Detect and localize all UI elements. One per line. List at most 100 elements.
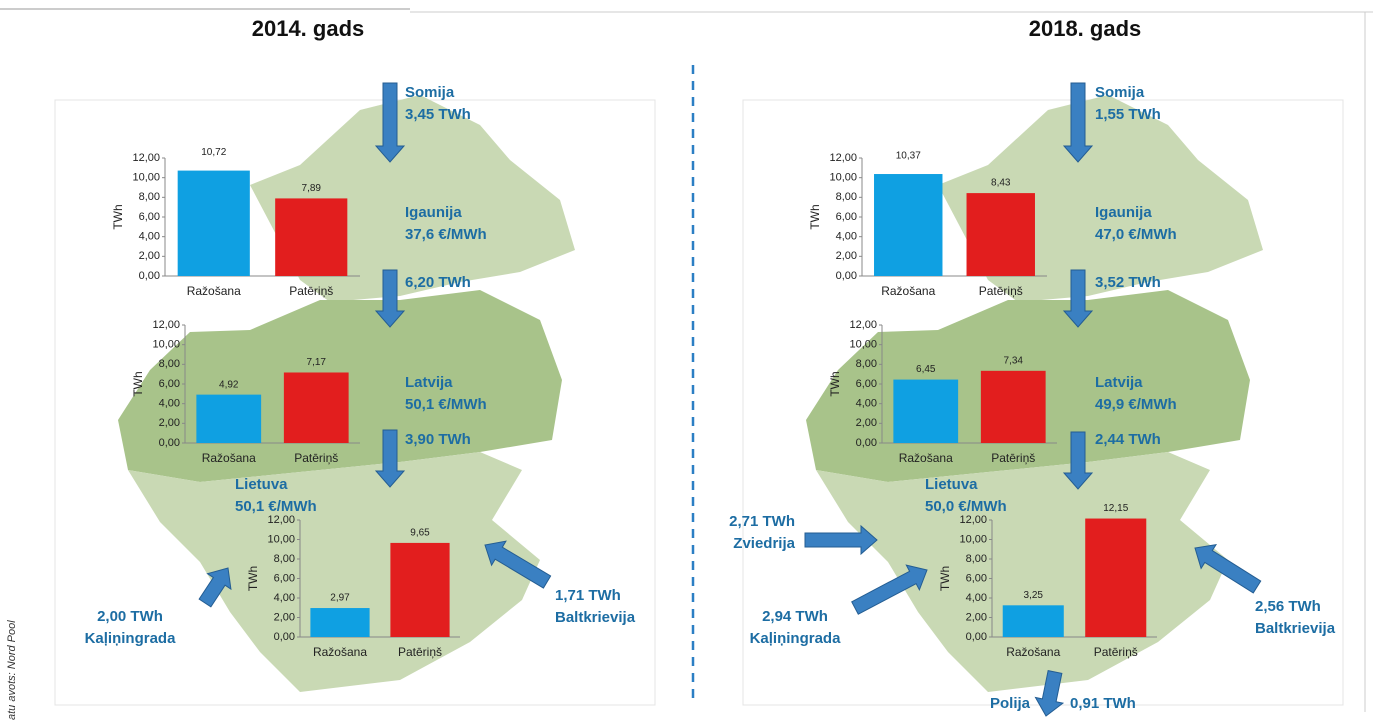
value-label: 6,45 <box>916 364 936 375</box>
y-tick-label: 10,00 <box>829 172 857 184</box>
y-tick-label: 0,00 <box>139 270 160 282</box>
x-tick-label: Patēriņš <box>979 284 1023 298</box>
y-tick-label: 0,00 <box>159 437 180 449</box>
map-label: Somija <box>1095 84 1145 101</box>
y-tick-label: 4,00 <box>139 231 160 243</box>
y-tick-label: 12,00 <box>152 319 180 331</box>
y-tick-label: 10,00 <box>959 533 987 545</box>
y-axis-label: TWh <box>808 204 822 229</box>
x-tick-label: Patēriņš <box>398 645 442 659</box>
map-label: 3,52 TWh <box>1095 274 1161 291</box>
y-tick-label: 2,00 <box>856 417 877 429</box>
y-tick-label: 0,00 <box>856 437 877 449</box>
source: atu avots: Nord Pool <box>6 620 18 720</box>
y-tick-label: 8,00 <box>836 191 857 203</box>
map-label: Igaunija <box>1095 204 1152 221</box>
value-label: 2,97 <box>330 593 350 604</box>
flow-arrow <box>198 567 232 608</box>
map-label: 37,6 €/MWh <box>405 226 487 243</box>
bar <box>275 198 348 276</box>
x-tick-label: Ražošana <box>313 645 367 659</box>
x-tick-label: Ražošana <box>881 284 935 298</box>
map-label: 6,20 TWh <box>405 274 471 291</box>
bar <box>1085 518 1147 637</box>
map-label: 50,0 €/MWh <box>925 498 1007 515</box>
bar <box>196 394 262 443</box>
x-tick-label: Patēriņš <box>294 451 338 465</box>
x-tick-label: Patēriņš <box>1094 645 1138 659</box>
value-label: 7,17 <box>307 357 327 368</box>
y-tick-label: 6,00 <box>836 211 857 223</box>
flow-arrow <box>1194 544 1262 594</box>
map-label: 1,55 TWh <box>1095 106 1161 123</box>
flow-arrow <box>1062 269 1094 328</box>
y-tick-label: 6,00 <box>856 378 877 390</box>
y-tick-label: 4,00 <box>856 398 877 410</box>
map-label: Lietuva <box>925 476 978 493</box>
value-label: 4,92 <box>219 379 239 390</box>
map-label: 2,56 TWh <box>1255 598 1321 615</box>
y-tick-label: 12,00 <box>132 152 160 164</box>
x-tick-label: Patēriņš <box>289 284 333 298</box>
map-label: Baltkrievija <box>1255 620 1336 637</box>
y-tick-label: 8,00 <box>966 553 987 565</box>
panel-title: 2014. gads <box>252 16 365 41</box>
map-label: Somija <box>405 84 455 101</box>
bar <box>177 170 250 276</box>
y-axis-label: TWh <box>828 371 842 396</box>
y-tick-label: 6,00 <box>159 378 180 390</box>
y-tick-label: 8,00 <box>139 191 160 203</box>
map-label: 1,71 TWh <box>555 587 621 604</box>
value-label: 3,25 <box>1024 590 1044 601</box>
flow-arrow <box>1034 670 1065 717</box>
bar <box>390 542 450 637</box>
y-tick-label: 2,00 <box>139 250 160 262</box>
map-label: Kaļiņingrada <box>85 630 177 647</box>
y-tick-label: 10,00 <box>152 339 180 351</box>
flow-arrow <box>484 540 552 589</box>
map-label: 50,1 €/MWh <box>405 396 487 413</box>
value-label: 10,72 <box>201 147 226 158</box>
map-label: 2,71 TWh <box>729 513 795 530</box>
map-label: 3,90 TWh <box>405 431 471 448</box>
bar <box>966 193 1035 276</box>
value-label: 12,15 <box>1103 503 1128 514</box>
x-tick-label: Ražošana <box>1006 645 1060 659</box>
flow-arrow <box>374 82 406 163</box>
flow-arrow <box>804 524 878 556</box>
map-label: Kaļiņingrada <box>750 630 842 647</box>
value-label: 10,37 <box>896 151 921 162</box>
y-tick-label: 8,00 <box>274 553 295 565</box>
map-label: 49,9 €/MWh <box>1095 396 1177 413</box>
y-tick-label: 12,00 <box>959 514 987 526</box>
y-tick-label: 6,00 <box>274 572 295 584</box>
bar <box>1002 605 1064 637</box>
y-tick-label: 4,00 <box>836 231 857 243</box>
y-tick-label: 4,00 <box>966 592 987 604</box>
y-tick-label: 12,00 <box>267 514 295 526</box>
map-label: 2,44 TWh <box>1095 431 1161 448</box>
y-tick-label: 2,00 <box>966 611 987 623</box>
flow-arrow <box>851 564 928 615</box>
value-label: 9,65 <box>410 528 430 539</box>
bar <box>283 372 349 443</box>
map-label: 50,1 €/MWh <box>235 498 317 515</box>
value-label: 7,89 <box>302 183 322 194</box>
map-label: 3,45 TWh <box>405 106 471 123</box>
x-tick-label: Ražošana <box>202 451 256 465</box>
map-label: 2,94 TWh <box>762 608 828 625</box>
y-tick-label: 8,00 <box>159 358 180 370</box>
map-label: Latvija <box>1095 374 1143 391</box>
y-axis-label: TWh <box>938 566 952 591</box>
y-axis-label: TWh <box>246 566 260 591</box>
x-tick-label: Patēriņš <box>991 451 1035 465</box>
y-tick-label: 4,00 <box>274 592 295 604</box>
map-label: Polija <box>990 695 1031 712</box>
map-label: Latvija <box>405 374 453 391</box>
flow-arrow <box>374 429 406 488</box>
y-tick-label: 8,00 <box>856 358 877 370</box>
y-tick-label: 12,00 <box>849 319 877 331</box>
bar <box>310 608 370 637</box>
y-tick-label: 10,00 <box>849 339 877 351</box>
map-label: Baltkrievija <box>555 609 636 626</box>
